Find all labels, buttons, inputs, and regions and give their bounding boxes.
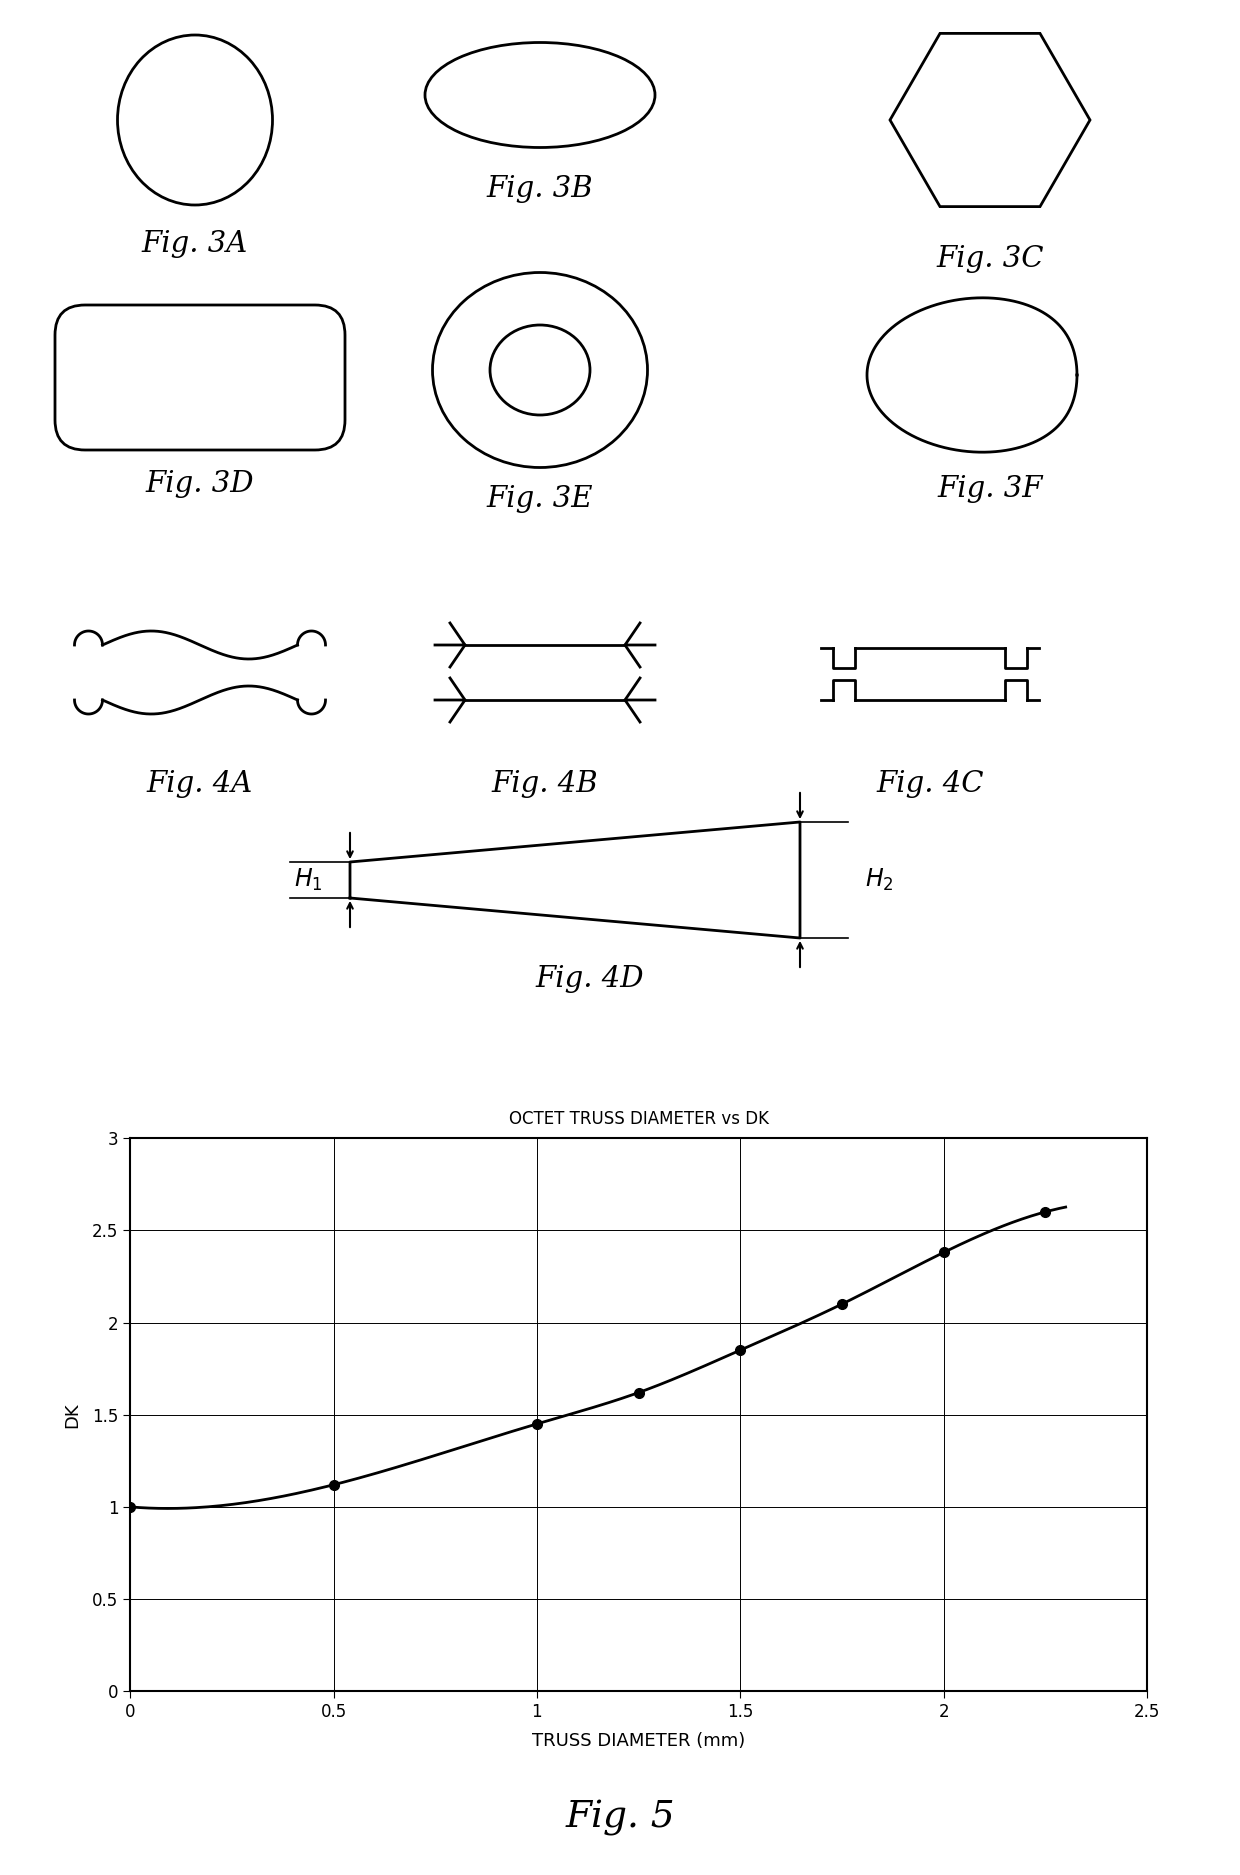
- Text: Fig. 4D: Fig. 4D: [536, 966, 645, 994]
- Text: Fig. 3D: Fig. 3D: [145, 471, 254, 499]
- Text: Fig. 3F: Fig. 3F: [937, 474, 1043, 502]
- Text: Fig. 5: Fig. 5: [565, 1800, 675, 1836]
- Text: Fig. 3E: Fig. 3E: [487, 486, 593, 514]
- Text: Fig. 3A: Fig. 3A: [141, 231, 248, 259]
- Text: $H_2$: $H_2$: [866, 866, 894, 892]
- Text: $H_1$: $H_1$: [294, 866, 322, 892]
- Y-axis label: DK: DK: [63, 1402, 81, 1427]
- Text: Fig. 3C: Fig. 3C: [936, 246, 1044, 274]
- Text: Fig. 4A: Fig. 4A: [146, 771, 253, 799]
- Text: Fig. 4C: Fig. 4C: [877, 771, 983, 799]
- Text: Fig. 4B: Fig. 4B: [492, 771, 599, 799]
- X-axis label: TRUSS DIAMETER (mm): TRUSS DIAMETER (mm): [532, 1732, 745, 1749]
- Text: Fig. 3B: Fig. 3B: [486, 174, 593, 202]
- Title: OCTET TRUSS DIAMETER vs DK: OCTET TRUSS DIAMETER vs DK: [508, 1110, 769, 1129]
